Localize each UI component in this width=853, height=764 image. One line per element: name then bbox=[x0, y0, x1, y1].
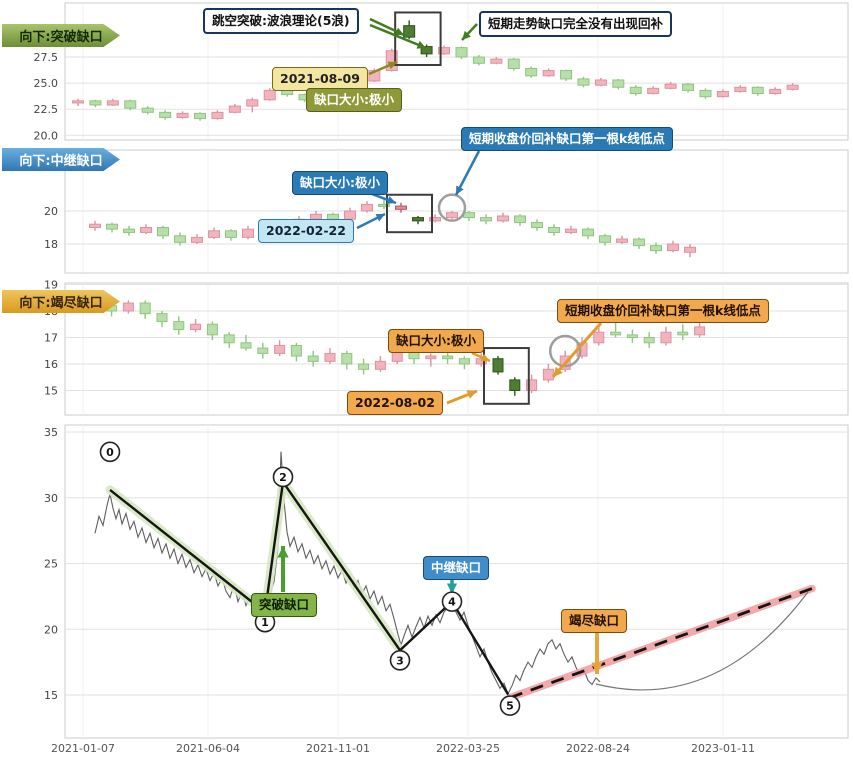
svg-text:2023-01-11: 2023-01-11 bbox=[691, 742, 755, 755]
annotation-continuation-refill: 短期收盘价回补缺口第一根k线低点 bbox=[461, 127, 673, 151]
svg-text:2022-03-25: 2022-03-25 bbox=[436, 742, 500, 755]
annotation-no-refill: 短期走势缺口完全没有出现回补 bbox=[479, 11, 673, 37]
panel-exhaustion: 1918171615 bbox=[44, 279, 849, 416]
svg-text:20: 20 bbox=[44, 205, 58, 218]
svg-text:3: 3 bbox=[396, 654, 404, 667]
svg-text:25: 25 bbox=[44, 558, 58, 571]
annotation-exhaustion-refill: 短期收盘价回补缺口第一根k线低点 bbox=[557, 299, 769, 323]
label-continuation-gap: 中继缺口 bbox=[423, 556, 490, 580]
svg-text:0: 0 bbox=[106, 446, 114, 459]
annotation-exhaustion-gap-size: 缺口大小:极小 bbox=[388, 329, 484, 353]
svg-text:2022-08-24: 2022-08-24 bbox=[566, 742, 630, 755]
flag-down-exhaustion-gap: 向下:竭尽缺口 bbox=[2, 290, 120, 313]
annotation-continuation-gap-size: 缺口大小:极小 bbox=[292, 171, 388, 195]
annotation-gap-theory: 跳空突破:波浪理论(5浪) bbox=[203, 8, 359, 34]
svg-text:22.5: 22.5 bbox=[34, 103, 59, 116]
svg-text:19: 19 bbox=[44, 279, 58, 292]
label-breakout-gap: 突破缺口 bbox=[251, 593, 318, 617]
panel-breakout: 27.5 25.0 22.5 20.0 bbox=[34, 2, 849, 142]
svg-text:1: 1 bbox=[261, 616, 269, 629]
svg-text:15: 15 bbox=[44, 689, 58, 702]
svg-text:16: 16 bbox=[44, 358, 58, 371]
flag-down-breakout-gap: 向下:突破缺口 bbox=[2, 24, 120, 47]
svg-text:20.0: 20.0 bbox=[34, 129, 59, 142]
annotation-exhaustion-gap-date: 2022-08-02 bbox=[347, 391, 443, 415]
label-exhaustion-gap: 竭尽缺口 bbox=[561, 609, 628, 633]
svg-text:2021-06-04: 2021-06-04 bbox=[176, 742, 240, 755]
flag-down-continuation-gap: 向下:中继缺口 bbox=[2, 148, 120, 171]
svg-text:20: 20 bbox=[44, 623, 58, 636]
svg-text:17: 17 bbox=[44, 332, 58, 345]
annotation-breakout-gap-size: 缺口大小:极小 bbox=[306, 88, 402, 112]
svg-text:30: 30 bbox=[44, 492, 58, 505]
svg-text:5: 5 bbox=[506, 700, 514, 713]
annotation-continuation-gap-date: 2022-02-22 bbox=[258, 219, 354, 243]
svg-text:25.0: 25.0 bbox=[34, 77, 59, 90]
svg-text:15: 15 bbox=[44, 385, 58, 398]
svg-text:2: 2 bbox=[279, 471, 287, 484]
svg-text:18: 18 bbox=[44, 238, 58, 251]
svg-text:35: 35 bbox=[44, 426, 58, 439]
svg-text:4: 4 bbox=[448, 596, 456, 609]
svg-text:2021-11-01: 2021-11-01 bbox=[306, 742, 370, 755]
annotation-breakout-gap-date: 2021-08-09 bbox=[272, 67, 368, 91]
svg-text:27.5: 27.5 bbox=[34, 51, 59, 64]
svg-text:2021-01-07: 2021-01-07 bbox=[51, 742, 115, 755]
